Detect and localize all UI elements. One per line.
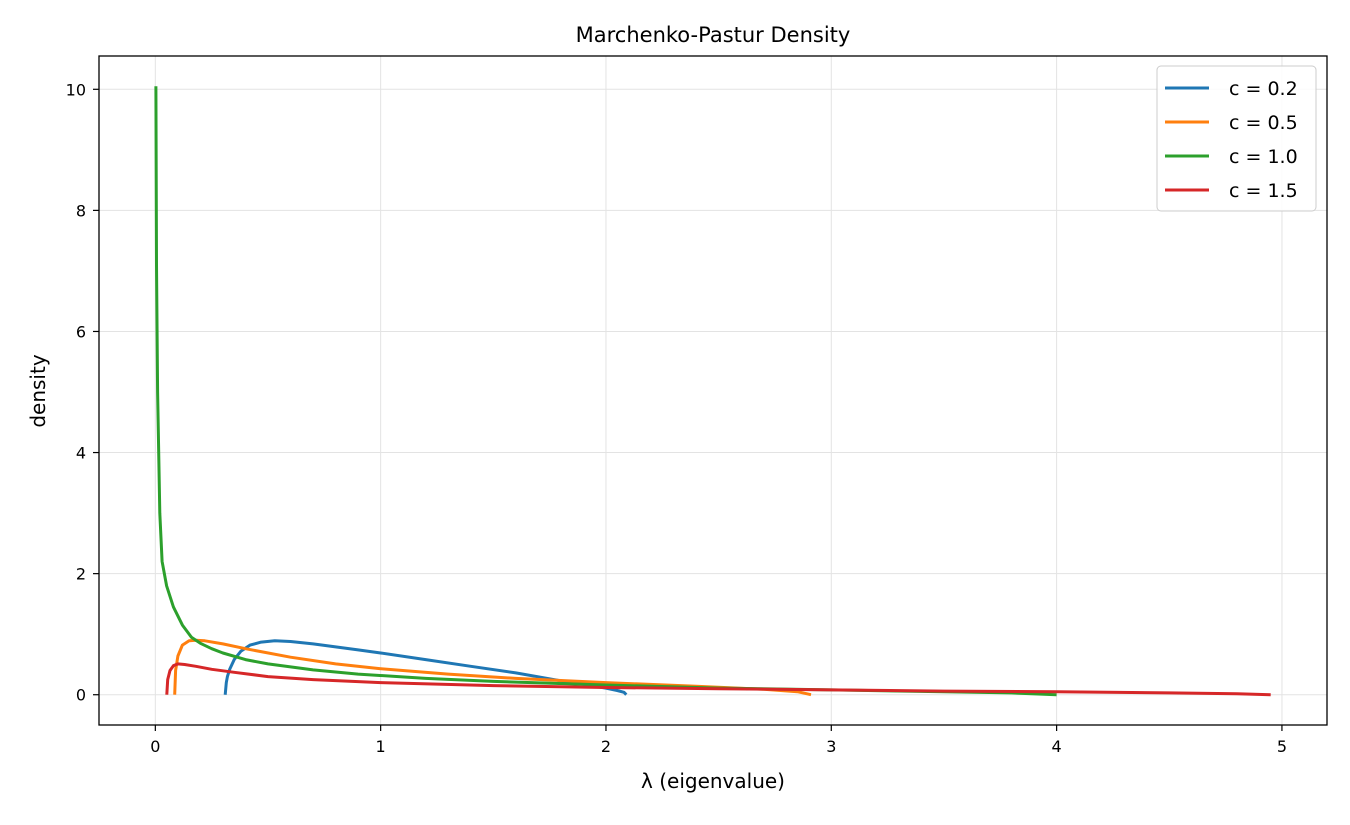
series-group [154, 86, 1271, 697]
y-tick-label: 4 [76, 444, 86, 463]
legend-label-4: c = 1.5 [1229, 180, 1298, 202]
x-tick-label: 1 [376, 737, 386, 756]
y-tick-label: 0 [76, 686, 86, 705]
y-tick-label: 6 [76, 322, 86, 341]
x-tick-label: 3 [826, 737, 836, 756]
legend-box [1156, 65, 1317, 212]
legend-label-2: c = 0.5 [1229, 112, 1298, 134]
x-axis-label: λ (eigenvalue) [641, 769, 785, 793]
legend-label-1: c = 0.2 [1229, 78, 1298, 100]
x-tick-label: 5 [1277, 737, 1287, 756]
y-tick-label: 2 [76, 565, 86, 584]
x-tick-label: 0 [150, 737, 160, 756]
x-tick-label: 2 [601, 737, 611, 756]
x-tick-label: 4 [1052, 737, 1062, 756]
series-line-4 [165, 662, 1271, 697]
y-axis: 0 2 4 6 8 10 [66, 80, 99, 705]
y-tick-label: 8 [76, 201, 86, 220]
legend: c = 0.2 c = 0.5 c = 1.0 c = 1.5 [1156, 65, 1317, 212]
chart-title: Marchenko-Pastur Density [576, 23, 851, 47]
legend-label-3: c = 1.0 [1229, 146, 1298, 168]
plot-frame [98, 55, 1328, 726]
x-axis: 0 1 2 3 4 5 [150, 725, 1287, 756]
y-axis-label: density [26, 354, 50, 427]
y-tick-label: 10 [66, 80, 86, 99]
